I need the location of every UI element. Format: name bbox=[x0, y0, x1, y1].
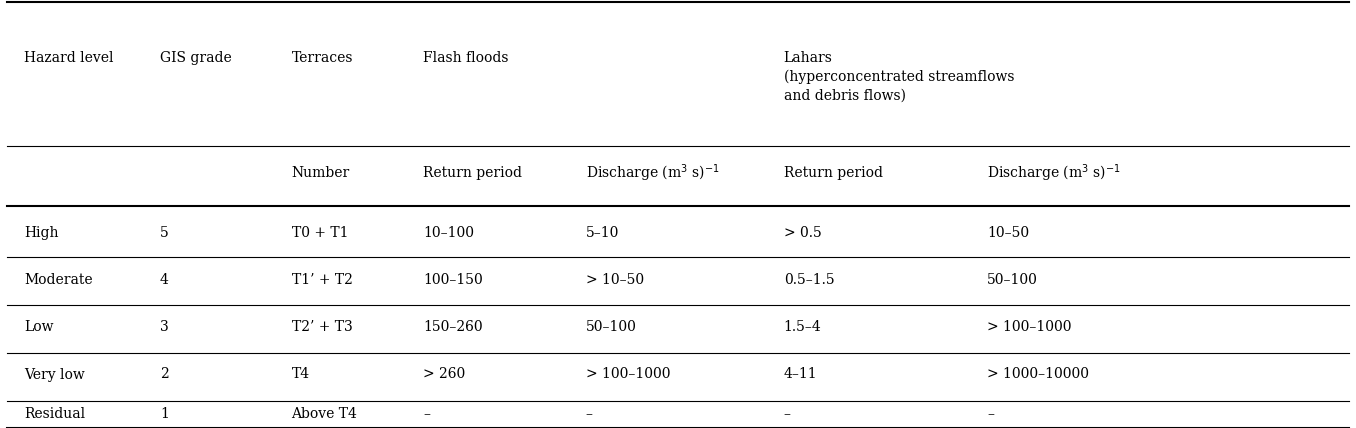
Text: Number: Number bbox=[292, 166, 350, 180]
Text: Discharge (m$^3$ s)$^{-1}$: Discharge (m$^3$ s)$^{-1}$ bbox=[987, 163, 1120, 184]
Text: 1.5–4: 1.5–4 bbox=[784, 321, 822, 334]
Text: Above T4: Above T4 bbox=[292, 407, 358, 421]
Text: 10–100: 10–100 bbox=[423, 226, 475, 240]
Text: 10–50: 10–50 bbox=[987, 226, 1029, 240]
Text: > 1000–10000: > 1000–10000 bbox=[987, 368, 1089, 381]
Text: 2: 2 bbox=[160, 368, 168, 381]
Text: Very low: Very low bbox=[24, 368, 85, 381]
Text: Moderate: Moderate bbox=[24, 273, 94, 287]
Text: 4–11: 4–11 bbox=[784, 368, 818, 381]
Text: > 0.5: > 0.5 bbox=[784, 226, 822, 240]
Text: Lahars
(hyperconcentrated streamflows
and debris flows): Lahars (hyperconcentrated streamflows an… bbox=[784, 51, 1014, 103]
Text: Low: Low bbox=[24, 321, 54, 334]
Text: –: – bbox=[586, 407, 593, 421]
Text: 5–10: 5–10 bbox=[586, 226, 620, 240]
Text: Terraces: Terraces bbox=[292, 51, 353, 65]
Text: 5: 5 bbox=[160, 226, 168, 240]
Text: 150–260: 150–260 bbox=[423, 321, 483, 334]
Text: Discharge (m$^3$ s)$^{-1}$: Discharge (m$^3$ s)$^{-1}$ bbox=[586, 163, 719, 184]
Text: Flash floods: Flash floods bbox=[423, 51, 508, 65]
Text: T1’ + T2: T1’ + T2 bbox=[292, 273, 353, 287]
Text: T2’ + T3: T2’ + T3 bbox=[292, 321, 353, 334]
Text: Hazard level: Hazard level bbox=[24, 51, 114, 65]
Text: > 260: > 260 bbox=[423, 368, 465, 381]
Text: Return period: Return period bbox=[423, 166, 522, 180]
Text: 50–100: 50–100 bbox=[586, 321, 637, 334]
Text: –: – bbox=[784, 407, 791, 421]
Text: > 100–1000: > 100–1000 bbox=[987, 321, 1071, 334]
Text: 50–100: 50–100 bbox=[987, 273, 1039, 287]
Text: Return period: Return period bbox=[784, 166, 883, 180]
Text: –: – bbox=[987, 407, 994, 421]
Text: > 100–1000: > 100–1000 bbox=[586, 368, 670, 381]
Text: High: High bbox=[24, 226, 58, 240]
Text: 0.5–1.5: 0.5–1.5 bbox=[784, 273, 834, 287]
Text: 100–150: 100–150 bbox=[423, 273, 483, 287]
Text: –: – bbox=[423, 407, 430, 421]
Text: > 10–50: > 10–50 bbox=[586, 273, 644, 287]
Text: 1: 1 bbox=[160, 407, 170, 421]
Text: T0 + T1: T0 + T1 bbox=[292, 226, 348, 240]
Text: Residual: Residual bbox=[24, 407, 85, 421]
Text: 4: 4 bbox=[160, 273, 170, 287]
Text: GIS grade: GIS grade bbox=[160, 51, 232, 65]
Text: 3: 3 bbox=[160, 321, 168, 334]
Text: T4: T4 bbox=[292, 368, 309, 381]
